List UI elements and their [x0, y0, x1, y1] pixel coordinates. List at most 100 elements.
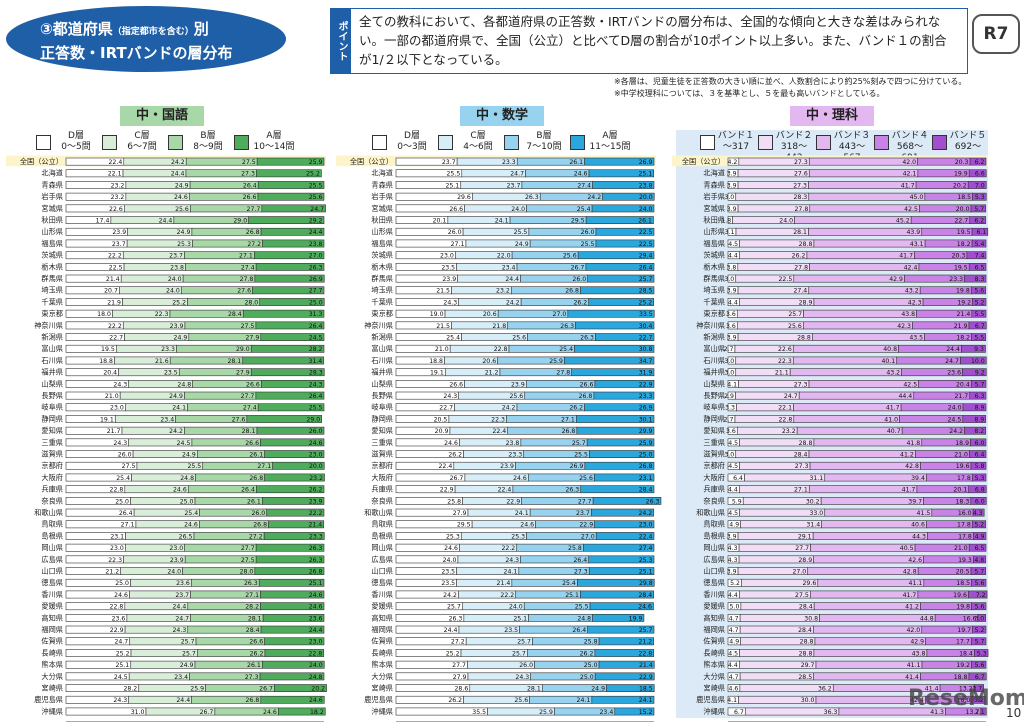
- category-label: 佐賀県: [41, 637, 63, 646]
- data-label: 27.6: [232, 416, 246, 423]
- category-label: 熊本県: [371, 660, 393, 669]
- data-label: 5.2: [975, 627, 985, 634]
- bar-segment: [972, 473, 987, 482]
- data-label: 21.4: [106, 276, 120, 283]
- data-label: 23.9: [112, 229, 126, 236]
- category-label: 京都府: [371, 461, 393, 470]
- data-label: 26.8: [562, 428, 576, 435]
- data-label: 7.4: [975, 253, 985, 260]
- data-label: 22.1: [108, 171, 122, 178]
- data-label: 40.7: [887, 428, 901, 435]
- data-label: 41.1: [907, 662, 921, 669]
- data-label: 4.5: [728, 241, 738, 248]
- data-label: 41.3: [930, 709, 944, 716]
- category-label: 宮城県: [703, 204, 725, 213]
- data-label: 25.5: [581, 241, 595, 248]
- data-label: 28.1: [227, 358, 241, 365]
- category-label: 長野県: [371, 391, 393, 400]
- bar-segment: [803, 321, 913, 330]
- bar-segment: [813, 555, 924, 564]
- data-label: 22.5: [639, 229, 653, 236]
- data-label: 21.5: [436, 323, 450, 330]
- data-label: 3.0: [974, 615, 984, 622]
- data-label: 27.3: [794, 381, 808, 388]
- bar-segment: [584, 157, 655, 166]
- category-label: 愛知県: [703, 426, 725, 435]
- data-label: 23.8: [309, 241, 323, 248]
- legend-range: 11～15問: [589, 142, 631, 152]
- data-label: 23.0: [169, 545, 183, 552]
- data-label: 5.5: [974, 335, 984, 342]
- category-label: 千葉県: [371, 297, 393, 306]
- data-label: 27.1: [561, 416, 575, 423]
- category-label: 京都府: [703, 461, 725, 470]
- legend-swatch: [816, 135, 831, 150]
- bar-segment: [262, 613, 325, 622]
- category-label: 北海道: [703, 169, 725, 178]
- bar-segment: [794, 216, 912, 224]
- bar-segment: [966, 251, 987, 260]
- category-label: 秋田県: [703, 216, 725, 225]
- data-label: 5.2: [974, 522, 984, 529]
- data-label: 24.8: [577, 615, 591, 622]
- data-label: 27.5: [241, 557, 255, 564]
- data-label: 3.9: [727, 569, 737, 576]
- bar-segment: [587, 274, 655, 283]
- legend-label: D層 0～5問: [52, 131, 100, 153]
- data-label: 17.7: [956, 639, 970, 646]
- data-label: 24.2: [502, 405, 516, 412]
- data-label: 25.1: [115, 662, 129, 669]
- data-label: 18.9: [955, 440, 969, 447]
- data-label: 4.7: [729, 674, 739, 681]
- category-label: 島根県: [703, 531, 725, 540]
- data-label: 24.9: [174, 335, 188, 342]
- data-label: 22.4: [439, 463, 453, 470]
- data-label: 24.0: [443, 557, 457, 564]
- category-label: 山口県: [41, 567, 63, 576]
- category-label: 山梨県: [41, 379, 63, 388]
- category-label: 兵庫県: [41, 485, 63, 494]
- category-label: 京都府: [41, 461, 63, 470]
- data-label: 24.4: [172, 604, 186, 611]
- bar-segment: [278, 707, 326, 716]
- data-label: 25.7: [517, 639, 531, 646]
- bar-segment: [257, 192, 325, 201]
- legend-range: ～317: [722, 142, 750, 152]
- data-label: 22.2: [500, 592, 514, 599]
- data-label: 24.0: [948, 405, 962, 412]
- data-label: 26.8: [565, 288, 579, 295]
- category-label: 富山県: [371, 344, 393, 353]
- data-label: 22.5: [109, 264, 123, 271]
- data-label: 27.3: [245, 674, 259, 681]
- bar-segment: [971, 333, 987, 341]
- data-label: 6.2: [975, 159, 985, 166]
- data-label: 26.7: [571, 264, 585, 271]
- data-label: 25.2: [116, 650, 130, 657]
- data-label: 26.5: [179, 533, 193, 540]
- data-label: 25.5: [309, 182, 323, 189]
- bar-segment: [584, 461, 655, 470]
- category-label: 鹿児島県: [34, 695, 63, 704]
- data-label: 23.1: [639, 475, 653, 482]
- legend-label: D層 0～3問: [388, 131, 436, 153]
- data-label: 29.6: [803, 580, 817, 587]
- data-label: 23.9: [170, 323, 184, 330]
- data-label: 24.6: [309, 440, 323, 447]
- data-label: 41.0: [884, 416, 898, 423]
- title-line2: 正答数・IRTバンドの層分布: [40, 44, 233, 62]
- legend-label: C層 4～6問: [454, 131, 502, 153]
- data-label: 19.8: [956, 604, 970, 611]
- data-label: 20.7: [104, 288, 118, 295]
- data-label: 5.7: [974, 206, 984, 213]
- bar-segment: [576, 415, 655, 423]
- category-label: 熊本県: [703, 660, 725, 669]
- data-label: 21.2: [638, 639, 652, 646]
- data-label: 25.7: [447, 604, 461, 611]
- data-label: 25.2: [446, 650, 460, 657]
- data-label: 42.0: [906, 627, 920, 634]
- data-label: 3.0: [724, 194, 734, 201]
- data-label: 28.4: [228, 311, 242, 318]
- data-label: 2.7: [724, 416, 734, 423]
- data-label: 24.6: [638, 604, 652, 611]
